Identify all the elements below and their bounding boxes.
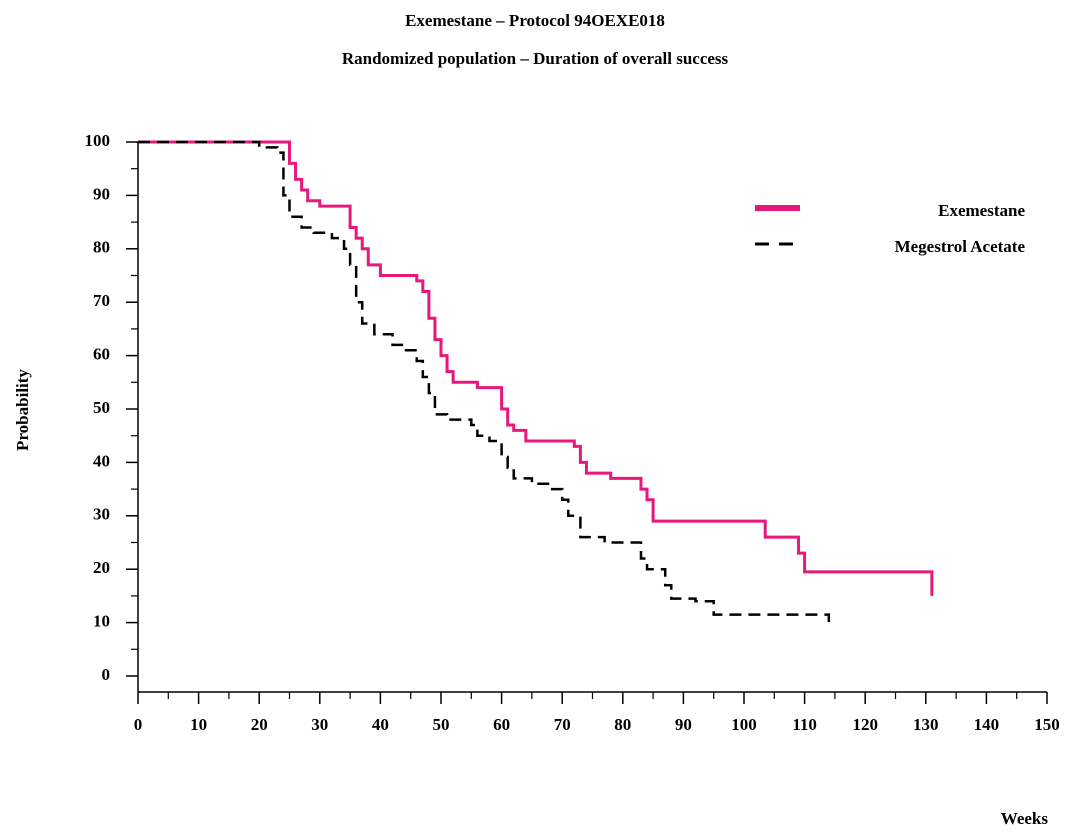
y-tick-label: 40 [93,451,110,470]
y-tick-label: 100 [85,131,111,150]
y-tick-label: 10 [93,612,110,631]
y-tick-label: 70 [93,291,110,310]
chart-subtitle: Randomized population – Duration of over… [342,49,729,68]
x-tick-label: 70 [554,715,571,734]
x-tick-label: 120 [852,715,878,734]
x-tick-label: 80 [614,715,631,734]
legend-label: Megestrol Acetate [895,237,1026,256]
x-tick-label: 140 [974,715,1000,734]
x-tick-label: 0 [134,715,143,734]
x-tick-label: 40 [372,715,389,734]
x-tick-label: 10 [190,715,207,734]
x-tick-label: 20 [251,715,268,734]
x-tick-label: 130 [913,715,939,734]
x-tick-label: 150 [1034,715,1060,734]
chart-title: Exemestane – Protocol 94OEXE018 [405,11,665,30]
y-tick-label: 50 [93,398,110,417]
x-tick-label: 60 [493,715,510,734]
x-tick-label: 90 [675,715,692,734]
y-tick-label: 0 [102,665,111,684]
y-tick-label: 90 [93,184,110,203]
y-tick-label: 30 [93,505,110,524]
x-axis-label: Weeks [1001,809,1049,828]
y-tick-label: 80 [93,238,110,257]
y-tick-label: 60 [93,345,110,364]
survival-curve [138,140,831,628]
y-axis-label: Probability [13,369,32,451]
x-tick-label: 100 [731,715,757,734]
x-tick-label: 50 [433,715,450,734]
legend-label: Exemestane [938,201,1025,220]
x-tick-label: 30 [311,715,328,734]
x-tick-label: 110 [792,715,817,734]
y-tick-label: 20 [93,558,110,577]
survival-curve [138,140,934,596]
